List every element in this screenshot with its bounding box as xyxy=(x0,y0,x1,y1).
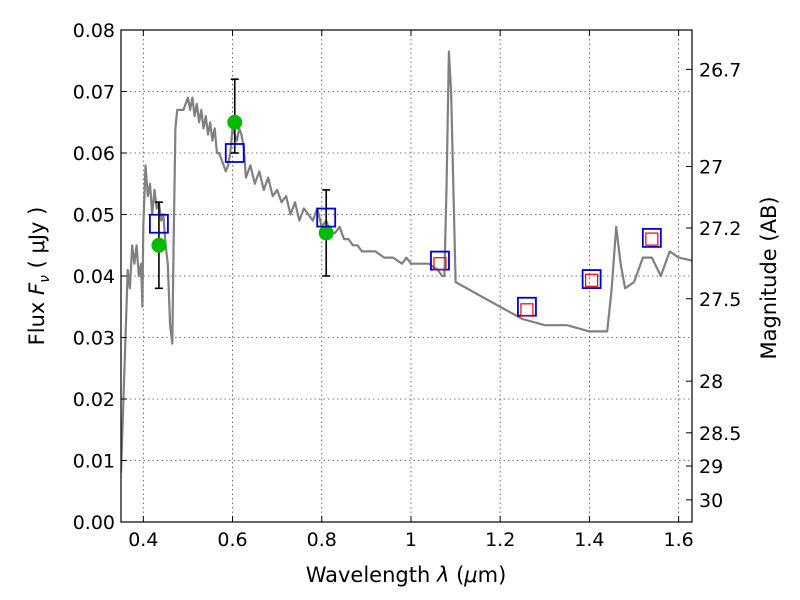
y-tick-label: 0.06 xyxy=(73,143,115,165)
y2-axis-label: Magnitude (AB) xyxy=(757,196,781,359)
y2-tick-label: 29 xyxy=(699,456,723,478)
x-tick-label: 0.6 xyxy=(217,529,247,551)
model-square-marker xyxy=(581,269,602,289)
predicted-square-marker xyxy=(585,273,599,287)
y2-tick-label: 26.7 xyxy=(699,59,741,81)
y-axis-label: Flux Fν ( μJy ) xyxy=(25,207,53,346)
y-tick-label: 0.07 xyxy=(73,82,115,104)
y2-tick-label: 30 xyxy=(699,490,723,512)
y2-axis: 26.7 27 27.2 27.5 28 28.5 29 30 xyxy=(686,59,741,512)
y2-tick-label: 27 xyxy=(699,157,723,179)
x-tick-label: 1.6 xyxy=(664,529,694,551)
y2-tick-label: 27.5 xyxy=(699,289,741,311)
predicted-square-marker xyxy=(645,232,659,246)
x-tick-label: 0.4 xyxy=(128,529,158,551)
x-axis: 0.4 0.6 0.8 1 1.2 1.4 1.6 xyxy=(128,30,694,551)
y-tick-label: 0.00 xyxy=(73,512,115,534)
x-tick-label: 1 xyxy=(405,529,417,551)
x-axis-label: Wavelength λ (μm) xyxy=(306,563,507,587)
observed-point xyxy=(151,237,167,253)
plot-area xyxy=(121,50,692,473)
predicted-square-marker xyxy=(520,303,534,317)
y-tick-label: 0.01 xyxy=(73,451,115,473)
observed-point xyxy=(318,225,334,241)
x-tick-label: 1.4 xyxy=(574,529,604,551)
y-axis: 0.00 0.01 0.02 0.03 0.04 0.05 0.06 0.07 0.08 xyxy=(73,20,127,534)
observed-point xyxy=(227,114,243,130)
y2-tick-label: 28.5 xyxy=(699,423,741,445)
x-tick-label: 1.2 xyxy=(485,529,515,551)
y2-tick-label: 27.2 xyxy=(699,218,741,240)
y2-tick-label: 28 xyxy=(699,371,723,393)
y-tick-label: 0.03 xyxy=(73,328,115,350)
model-square-marker xyxy=(641,227,662,248)
model-square-marker xyxy=(149,213,169,234)
model-square-marker xyxy=(316,207,337,228)
y-tick-label: 0.08 xyxy=(73,20,115,42)
model-square-marker xyxy=(224,143,245,163)
y-tick-label: 0.04 xyxy=(73,266,115,288)
y-tick-label: 0.02 xyxy=(73,389,115,411)
predicted-square-marker xyxy=(433,257,447,271)
y-tick-label: 0.05 xyxy=(73,205,115,227)
sed-model-line xyxy=(121,50,692,473)
x-tick-label: 0.8 xyxy=(307,529,337,551)
